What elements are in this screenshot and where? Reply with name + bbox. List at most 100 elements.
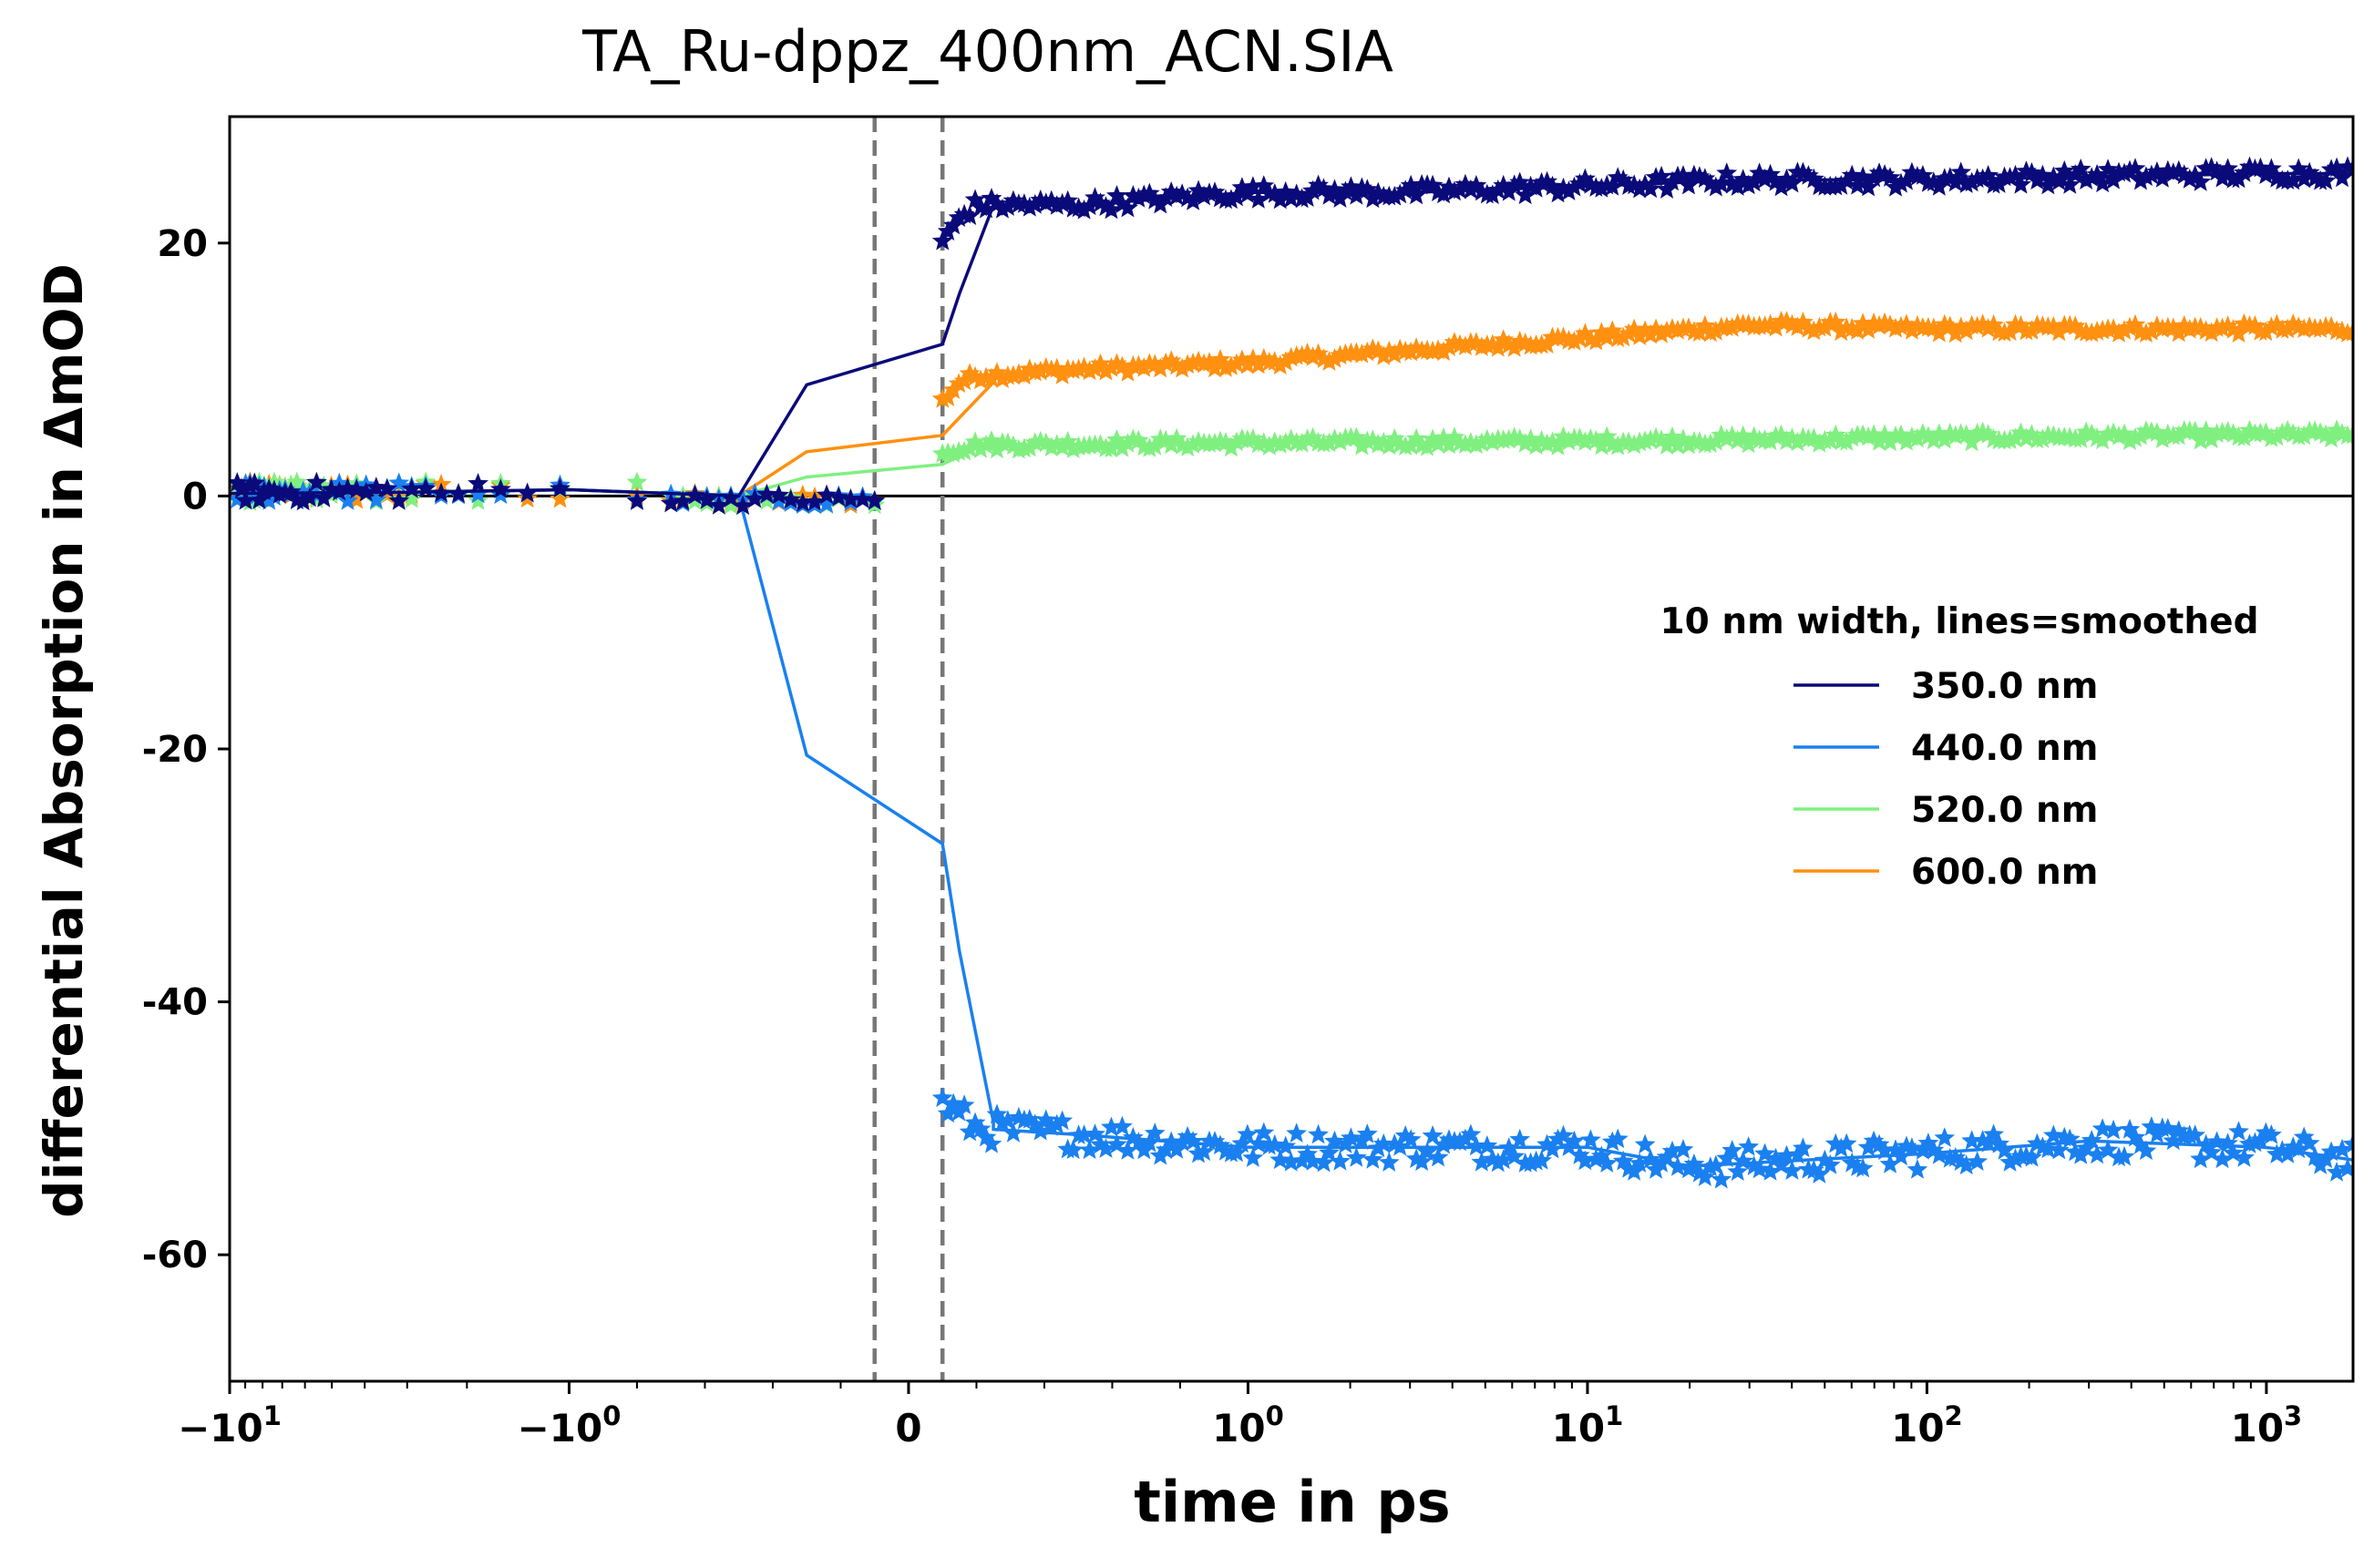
data-point (468, 490, 488, 510)
data-point (306, 471, 327, 492)
data-point (992, 368, 1013, 388)
legend-entry-label: 600.0 nm (1911, 852, 2098, 893)
data-point (1972, 1130, 1993, 1150)
data-point (2021, 1146, 2042, 1167)
data-point (1351, 435, 1372, 456)
data-point (1302, 426, 1323, 447)
chart-title: TA_Ru-dppz_400nm_ACN.SIA (581, 18, 1393, 85)
data-point (1874, 1140, 1896, 1161)
data-point (2113, 423, 2135, 444)
data-point (981, 188, 1002, 208)
data-point (1590, 1145, 1612, 1165)
data-point (1280, 188, 1302, 208)
data-point (1046, 1113, 1068, 1134)
data-point (1504, 1145, 1526, 1166)
data-point (2064, 315, 2086, 335)
data-point (1286, 1122, 1308, 1143)
data-point (1804, 168, 1824, 189)
data-point (1536, 1133, 1557, 1154)
data-point (1002, 1122, 1024, 1143)
data-point (293, 490, 314, 511)
data-point (1362, 188, 1383, 209)
data-point (2228, 323, 2249, 343)
data-point (2190, 316, 2212, 337)
data-point (1917, 1132, 1939, 1153)
data-point (1634, 1133, 1656, 1154)
data-point (1945, 425, 1967, 446)
x-tick-label: 100 (1212, 1400, 1284, 1450)
data-point (1041, 436, 1063, 456)
data-point (2070, 159, 2091, 179)
data-point (1634, 320, 1656, 341)
data-point (2260, 1124, 2282, 1144)
data-point (1341, 176, 1362, 197)
data-point (964, 431, 986, 451)
data-point (1454, 434, 1476, 454)
data-point (2331, 1138, 2353, 1159)
data-point (1378, 1152, 1400, 1172)
data-point (1863, 424, 1885, 445)
data-point (1590, 322, 1612, 343)
x-tick-label: 0 (895, 1406, 921, 1450)
data-point (2097, 159, 2119, 179)
data-point (1242, 428, 1264, 448)
data-point (816, 484, 838, 505)
data-point (1901, 161, 1923, 182)
data-point (986, 1103, 1008, 1124)
legend-entry-label: 350.0 nm (1911, 666, 2098, 707)
data-point (1112, 1115, 1133, 1136)
data-point (1721, 1140, 1743, 1160)
data-point (1095, 360, 1116, 381)
data-point (1716, 428, 1738, 448)
data-point (981, 367, 1002, 388)
data-point (2201, 428, 2222, 449)
data-point (1106, 185, 1127, 205)
data-point (1204, 1131, 1226, 1151)
data-point (756, 489, 777, 510)
data-point (1689, 1162, 1711, 1183)
data-point (1444, 426, 1465, 446)
data-point (1841, 164, 1863, 185)
data-point (1394, 179, 1416, 200)
data-point (1694, 314, 1716, 335)
data-point (2234, 1147, 2255, 1167)
data-point (1030, 190, 1052, 210)
data-point (2201, 1142, 2222, 1162)
data-point (376, 477, 398, 498)
data-point (1226, 186, 1248, 207)
data-point (249, 489, 270, 509)
data-point (1760, 313, 1781, 334)
data-point (1542, 175, 1563, 196)
data-point (1127, 429, 1149, 450)
data-point (1509, 171, 1531, 192)
data-point (1804, 320, 1824, 341)
data-point (388, 490, 410, 510)
data-point (1879, 314, 1901, 334)
data-point (852, 488, 873, 508)
data-point (1623, 318, 1645, 339)
data-point (258, 489, 280, 510)
y-tick-label: -20 (142, 729, 208, 771)
data-point (2157, 1118, 2179, 1138)
data-point (1967, 315, 1989, 336)
data-point (937, 1102, 959, 1123)
data-point (2119, 430, 2141, 450)
data-point (1700, 433, 1721, 453)
data-point (1504, 174, 1526, 195)
data-point (1956, 424, 1978, 445)
data-point (365, 489, 387, 509)
data-point (1564, 1130, 1585, 1151)
data-point (2027, 169, 2048, 190)
data-point (468, 483, 488, 504)
data-point (2342, 321, 2353, 342)
data-point (1460, 1123, 1482, 1144)
data-point (1101, 1116, 1122, 1137)
data-point (2124, 313, 2146, 334)
data-point (1983, 1123, 2004, 1144)
data-point (2075, 169, 2097, 190)
data-point (2320, 315, 2342, 336)
data-point (1989, 1133, 2009, 1153)
data-point (1879, 431, 1901, 452)
data-point (1569, 427, 1590, 447)
data-point (1052, 364, 1074, 384)
